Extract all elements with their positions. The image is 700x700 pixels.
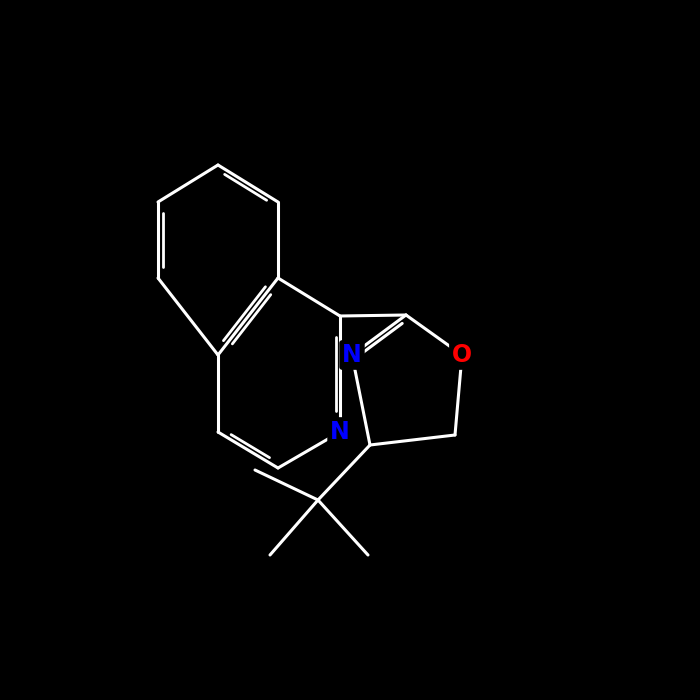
Text: O: O: [452, 343, 472, 367]
Text: N: N: [330, 420, 350, 444]
Text: N: N: [342, 343, 362, 367]
